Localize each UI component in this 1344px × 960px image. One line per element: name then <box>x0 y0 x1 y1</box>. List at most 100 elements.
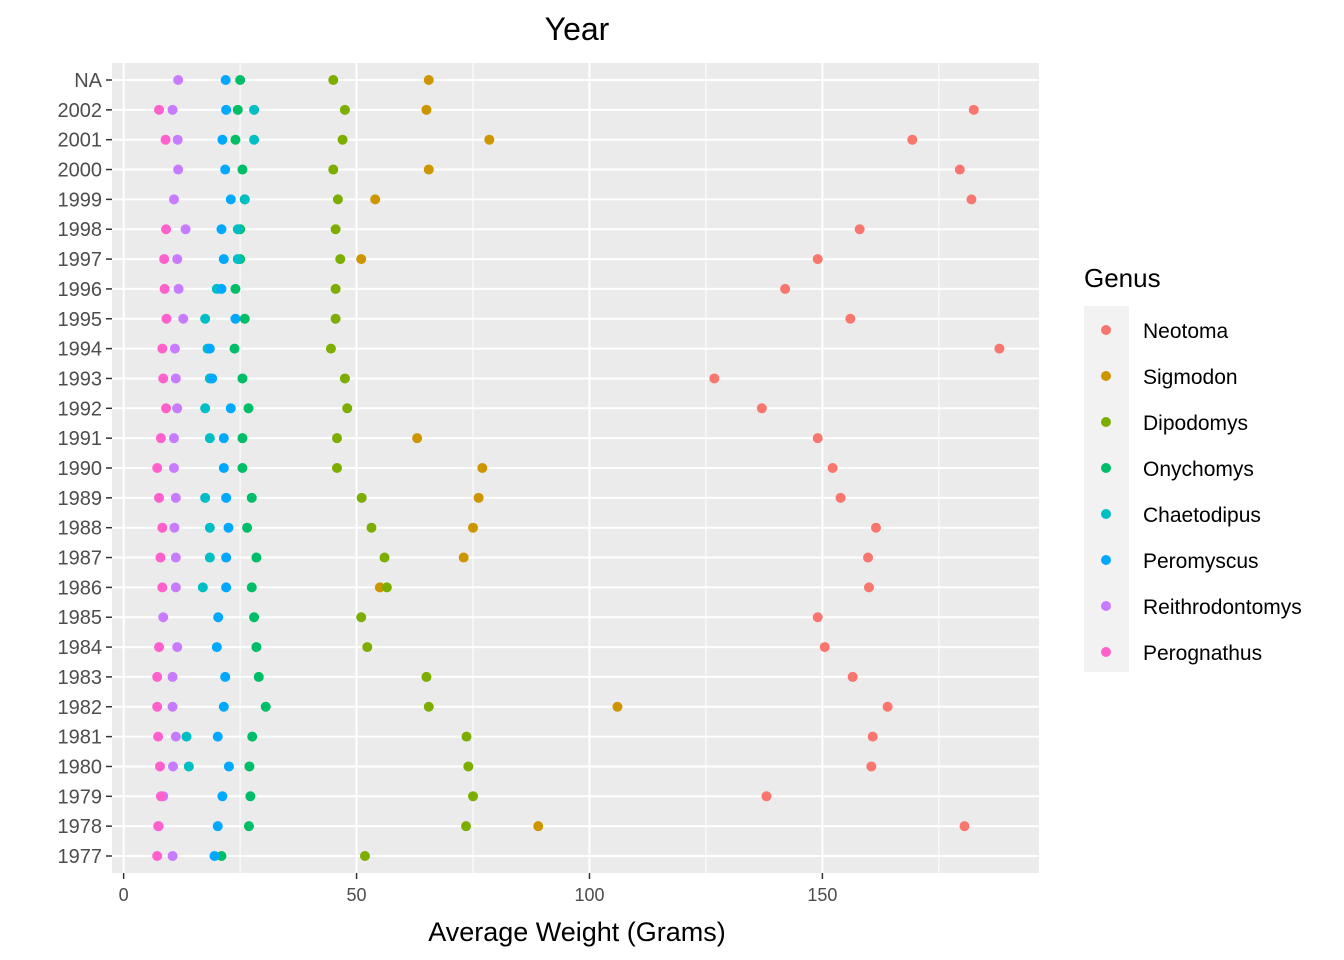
data-point <box>328 164 339 175</box>
data-point <box>366 522 377 533</box>
data-point <box>217 134 228 145</box>
data-point <box>423 75 434 85</box>
legend-key <box>1101 647 1111 657</box>
data-point <box>160 134 171 145</box>
chart-title: Year <box>545 11 610 47</box>
legend-key-background <box>1084 306 1129 672</box>
data-point <box>172 134 183 145</box>
data-point <box>170 582 181 593</box>
data-point <box>237 373 248 384</box>
data-point <box>221 582 232 593</box>
data-points <box>152 75 1005 861</box>
y-tick-label: 1986 <box>58 577 103 599</box>
data-point <box>237 164 248 175</box>
data-point <box>170 373 181 384</box>
y-tick-label: 1985 <box>58 607 103 629</box>
data-point <box>157 343 168 354</box>
legend-label: Chaetodipus <box>1143 504 1261 527</box>
data-point <box>827 463 838 473</box>
data-point <box>247 731 258 742</box>
data-point <box>221 104 232 115</box>
data-point <box>882 701 893 712</box>
y-tick-label: 1994 <box>58 339 103 361</box>
legend-label: Onychomys <box>1143 458 1254 481</box>
data-point <box>331 433 342 444</box>
data-point <box>356 254 367 265</box>
y-tick-label: 1998 <box>58 219 103 241</box>
y-tick-label: 1978 <box>58 816 103 838</box>
data-point <box>863 552 874 563</box>
data-point <box>847 671 858 682</box>
data-point <box>200 492 211 503</box>
legend-key <box>1101 325 1111 335</box>
x-tick-label: 150 <box>807 885 837 905</box>
y-tick-label: 1997 <box>58 249 103 271</box>
legend-key <box>1101 463 1111 473</box>
data-point <box>249 104 260 115</box>
y-tick-label: 2002 <box>58 100 103 122</box>
data-point <box>178 313 189 324</box>
data-point <box>204 343 215 354</box>
data-point <box>423 701 434 712</box>
data-point <box>170 552 181 563</box>
data-point <box>159 254 170 265</box>
data-point <box>359 851 370 861</box>
data-point <box>216 851 227 861</box>
data-point <box>325 343 336 354</box>
data-point <box>709 373 720 384</box>
data-point <box>167 701 178 712</box>
y-tick-label: 1983 <box>58 667 103 689</box>
data-point <box>154 492 165 503</box>
data-point <box>218 254 229 265</box>
data-point <box>153 731 164 742</box>
data-point <box>477 463 488 473</box>
data-point <box>339 104 350 115</box>
y-tick-label: 1989 <box>58 488 103 510</box>
data-point <box>230 283 241 294</box>
data-point <box>168 463 179 473</box>
data-point <box>220 75 231 85</box>
y-tick-label: 1980 <box>58 756 103 778</box>
data-point <box>180 224 191 235</box>
data-point <box>153 821 164 832</box>
data-point <box>152 671 163 682</box>
y-tick-label: 1990 <box>58 458 103 480</box>
data-point <box>959 821 970 832</box>
data-point <box>412 433 423 444</box>
data-point <box>152 701 163 712</box>
data-point <box>246 492 257 503</box>
x-tick-label: 100 <box>574 885 604 905</box>
data-point <box>181 731 192 742</box>
data-point <box>230 134 241 145</box>
data-point <box>204 522 215 533</box>
data-point <box>154 761 165 772</box>
data-point <box>172 254 183 265</box>
data-point <box>458 552 469 563</box>
data-point <box>213 612 224 623</box>
data-point <box>169 343 180 354</box>
y-tick-label: 1982 <box>58 697 103 719</box>
data-point <box>170 731 181 742</box>
data-point <box>235 75 246 85</box>
data-point <box>461 731 472 742</box>
data-point <box>200 403 211 414</box>
legend-label: Neotoma <box>1143 320 1229 343</box>
data-point <box>473 492 484 503</box>
y-tick-label: 2000 <box>58 160 103 182</box>
x-tick-label: 50 <box>347 885 367 905</box>
data-point <box>232 104 243 115</box>
data-point <box>220 164 231 175</box>
data-point <box>204 552 215 563</box>
data-point <box>200 313 211 324</box>
data-point <box>218 701 229 712</box>
data-point <box>225 403 236 414</box>
y-tick-label: 1995 <box>58 309 103 331</box>
data-point <box>154 104 165 115</box>
data-point <box>468 522 479 533</box>
data-point <box>335 254 346 265</box>
data-point <box>260 701 271 712</box>
data-point <box>220 671 231 682</box>
data-point <box>225 194 236 205</box>
data-point <box>251 552 262 563</box>
